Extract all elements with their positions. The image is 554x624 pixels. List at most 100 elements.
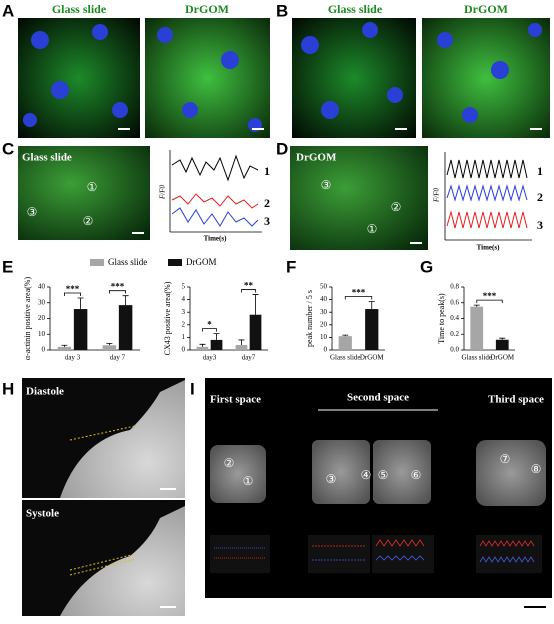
y-axis-label: Time to peak(s) — [437, 293, 446, 344]
nuclei — [23, 24, 128, 127]
tissue-image — [210, 445, 266, 503]
bar — [73, 309, 88, 350]
bar — [118, 305, 133, 350]
y-tick-label: 0.2 — [450, 330, 459, 338]
panel-letter: A — [2, 1, 14, 20]
nuclei — [301, 22, 403, 119]
tracking-line — [69, 553, 136, 571]
panel-letter: G — [420, 257, 433, 276]
error-bar — [473, 304, 480, 307]
legend-label: DrGOM — [186, 257, 217, 267]
y-tick-label: 40 — [38, 283, 46, 291]
cell-edge — [60, 506, 185, 616]
roi-label: ① — [367, 222, 378, 236]
roi-label: ⑦ — [500, 452, 511, 466]
y-tick-label: 0.0 — [450, 346, 459, 354]
significance-label: *** — [66, 284, 80, 294]
panel-letter: C — [2, 139, 14, 158]
x-tick-label: DrGOM — [360, 354, 384, 362]
error-bar — [77, 297, 84, 310]
y-axis-label: F/F0 — [433, 188, 441, 203]
y-tick-label: 3 — [182, 308, 186, 316]
roi-label: ① — [243, 474, 254, 488]
significance-label: * — [207, 320, 212, 330]
x-axis-label: Time(s) — [477, 244, 500, 252]
scale-bar — [252, 128, 264, 130]
error-bar — [342, 334, 349, 337]
bar — [102, 345, 117, 350]
significance-bracket — [344, 296, 373, 300]
y-tick-label: 0 — [324, 346, 328, 354]
x-tick-label: Glass slide — [330, 354, 361, 362]
error-bar — [199, 343, 206, 347]
tracking-line — [69, 558, 136, 576]
roi-label: ② — [83, 214, 94, 228]
scale-bar — [524, 606, 546, 608]
section-heading: First space — [210, 394, 261, 406]
scale-bar — [160, 488, 176, 490]
trace-label: 2 — [537, 190, 543, 204]
y-axis-label: F/F0 — [159, 185, 167, 200]
bar — [235, 344, 248, 350]
trace-label: 3 — [537, 218, 543, 232]
image-label: Glass slide — [22, 152, 72, 164]
trace — [446, 210, 528, 229]
image-label: Systole — [26, 508, 59, 520]
error-bar — [61, 344, 68, 347]
micrograph — [292, 18, 416, 138]
bar — [57, 346, 72, 350]
roi-label: ② — [391, 200, 402, 214]
trace — [446, 159, 528, 179]
y-tick-label: 10 — [38, 330, 46, 338]
legend-label: Glass slide — [108, 257, 147, 267]
x-tick-label: day 7 — [110, 354, 126, 362]
tracking-line — [69, 425, 136, 441]
image-label: DrGOM — [296, 152, 337, 164]
trace — [171, 154, 259, 182]
y-tick-label: 50 — [320, 283, 328, 291]
y-tick-label: 20 — [320, 320, 328, 328]
error-bar — [499, 337, 506, 340]
significance-label: *** — [352, 288, 366, 298]
legend-swatch — [168, 259, 182, 266]
x-tick-label: DrGOM — [490, 354, 514, 362]
roi-label: ③ — [27, 205, 38, 219]
roi-label: ⑤ — [378, 468, 389, 482]
scale-bar — [160, 606, 176, 608]
section-heading: Third space — [488, 394, 544, 406]
significance-bracket — [109, 290, 126, 294]
bar — [210, 339, 223, 350]
bar — [196, 346, 209, 350]
y-tick-label: 2 — [182, 320, 186, 328]
x-axis-label: Time(s) — [204, 235, 227, 243]
y-tick-label: 0.8 — [450, 283, 459, 291]
y-axis-label: peak number / 5 s — [305, 290, 314, 347]
y-axis-label: α-actinin positive area(%) — [23, 277, 32, 361]
y-tick-label: 0 — [182, 346, 186, 354]
nuclei — [157, 27, 262, 132]
tissue-image — [312, 440, 370, 504]
significance-label: ** — [244, 281, 254, 291]
roi-label: ⑧ — [531, 462, 542, 476]
panel-letter: E — [2, 257, 13, 276]
y-tick-label: 0.6 — [450, 298, 459, 306]
y-tick-label: 4 — [182, 295, 186, 303]
x-tick-label: day3 — [203, 354, 217, 362]
panel-letter: I — [190, 379, 195, 398]
image-label: DrGOM — [464, 2, 508, 16]
bar — [365, 309, 379, 350]
bar — [249, 314, 262, 350]
scale-bar — [410, 242, 422, 244]
error-bar — [213, 333, 220, 340]
trace — [171, 193, 259, 209]
y-axis-label: CX43 positive area(%) — [163, 281, 172, 355]
significance-label: *** — [483, 291, 497, 301]
trace-label: 1 — [537, 164, 543, 178]
micrograph — [18, 146, 150, 240]
trace-label: 3 — [264, 214, 270, 228]
panel-letter: D — [276, 139, 288, 158]
y-tick-label: 40 — [320, 295, 328, 303]
error-bar — [238, 339, 245, 345]
significance-bracket — [64, 292, 81, 297]
x-tick-label: day7 — [242, 354, 256, 362]
